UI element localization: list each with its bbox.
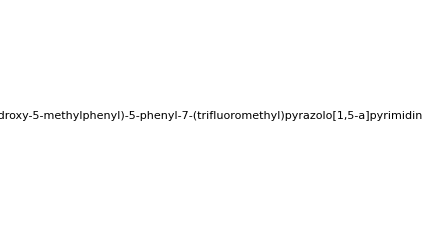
Text: 3-bromo-N-(2-hydroxy-5-methylphenyl)-5-phenyl-7-(trifluoromethyl)pyrazolo[1,5-a]: 3-bromo-N-(2-hydroxy-5-methylphenyl)-5-p… xyxy=(0,110,422,121)
